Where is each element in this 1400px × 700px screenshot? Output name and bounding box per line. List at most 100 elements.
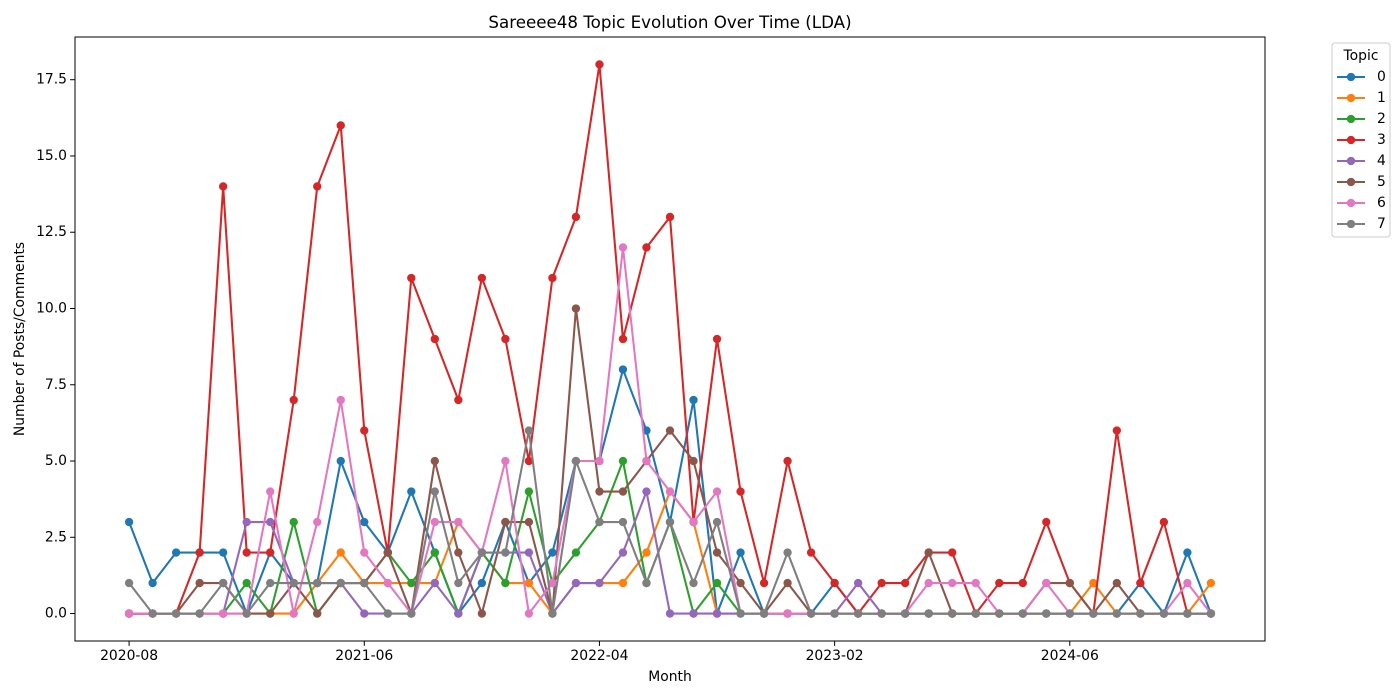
data-point-topic-3 <box>336 121 345 130</box>
series-topic-7 <box>124 426 1216 618</box>
data-point-topic-7 <box>454 578 463 588</box>
data-point-topic-7 <box>1065 609 1074 618</box>
data-point-topic-5 <box>924 548 933 557</box>
legend-entries: 0 1 2 3 4 5 6 7 <box>1337 69 1386 232</box>
data-point-topic-7 <box>948 609 957 618</box>
data-point-topic-3 <box>266 548 275 557</box>
data-point-topic-6 <box>783 609 792 618</box>
data-point-topic-3 <box>712 334 722 344</box>
data-point-topic-7 <box>1206 609 1216 618</box>
data-point-topic-3 <box>313 182 322 191</box>
legend-label: 4 <box>1377 153 1386 169</box>
legend-marker-swatch <box>1346 177 1356 187</box>
data-point-topic-2 <box>430 548 439 557</box>
data-point-topic-3 <box>665 212 675 222</box>
data-point-topic-4 <box>571 578 581 588</box>
legend-item-topic-4: 4 <box>1337 153 1386 169</box>
data-point-topic-6 <box>124 609 134 618</box>
data-point-topic-7 <box>383 609 392 618</box>
data-point-topic-7 <box>1112 609 1122 618</box>
data-point-topic-7 <box>924 609 933 618</box>
data-point-topic-3 <box>477 273 487 283</box>
data-point-topic-7 <box>995 609 1004 618</box>
data-point-topic-3 <box>806 548 816 557</box>
data-point-topic-5 <box>665 426 675 435</box>
data-point-topic-4 <box>430 578 439 588</box>
data-point-topic-6 <box>524 609 534 618</box>
data-point-topic-6 <box>948 578 957 588</box>
data-point-topic-7 <box>665 517 675 527</box>
data-point-topic-3 <box>901 578 910 588</box>
data-point-topic-6 <box>430 517 439 527</box>
chart-title: Sareeee48 Topic Evolution Over Time (LDA… <box>488 12 851 32</box>
data-point-topic-3 <box>1042 517 1051 527</box>
data-point-topic-7 <box>501 548 510 557</box>
data-point-topic-6 <box>548 578 557 588</box>
data-point-topic-3 <box>1159 517 1169 527</box>
data-point-topic-7 <box>1018 609 1027 618</box>
data-point-topic-4 <box>665 609 675 618</box>
data-point-topic-0 <box>336 456 345 466</box>
data-point-topic-2 <box>407 578 416 588</box>
data-point-topic-3 <box>454 395 463 405</box>
data-point-topic-6 <box>501 456 510 466</box>
data-point-topic-3 <box>736 487 745 496</box>
data-point-topic-7 <box>171 609 181 618</box>
y-axis-label: Number of Posts/Comments <box>12 242 28 436</box>
data-point-topic-7 <box>971 609 980 618</box>
data-point-topic-5 <box>383 548 392 557</box>
y-tick-label: 10.0 <box>36 300 67 316</box>
data-point-topic-7 <box>759 609 769 618</box>
data-point-topic-4 <box>618 548 628 557</box>
data-point-topic-7 <box>1042 609 1051 618</box>
data-point-topic-7 <box>1089 609 1098 618</box>
data-point-topic-7 <box>407 609 416 618</box>
data-point-topic-7 <box>289 578 298 588</box>
data-point-topic-3 <box>995 578 1004 588</box>
data-point-topic-5 <box>1065 578 1074 588</box>
x-axis-label: Month <box>648 669 692 685</box>
data-point-topic-7 <box>266 578 275 588</box>
legend: Topic 0 1 2 3 4 5 6 7 <box>1331 42 1391 238</box>
data-point-topic-3 <box>877 578 886 588</box>
data-point-topic-0 <box>618 365 628 374</box>
legend-item-topic-6: 6 <box>1337 195 1386 211</box>
legend-label: 3 <box>1377 132 1386 148</box>
y-tick-label: 12.5 <box>36 224 67 240</box>
y-tick-label: 15.0 <box>36 148 67 164</box>
data-point-topic-5 <box>477 609 487 618</box>
data-point-topic-4 <box>642 487 651 496</box>
x-tick-label: 2021-06 <box>335 648 393 664</box>
legend-label: 5 <box>1377 174 1386 190</box>
data-point-topic-7 <box>524 426 534 435</box>
data-point-topic-3 <box>430 334 439 344</box>
data-point-topic-6 <box>642 456 651 466</box>
data-point-topic-7 <box>360 578 369 588</box>
data-point-topic-1 <box>1206 578 1216 588</box>
data-point-topic-4 <box>266 517 275 527</box>
data-point-topic-0 <box>1183 548 1192 557</box>
data-point-topic-6 <box>1183 578 1192 588</box>
data-point-topic-7 <box>1183 609 1192 618</box>
y-tick-label: 17.5 <box>36 72 67 88</box>
data-point-topic-2 <box>242 578 251 588</box>
data-point-topic-3 <box>571 212 581 222</box>
data-point-topic-7 <box>313 578 322 588</box>
data-point-topic-6 <box>712 487 722 496</box>
data-point-topic-7 <box>806 609 816 618</box>
data-point-topic-0 <box>689 395 698 405</box>
legend-label: 0 <box>1377 69 1386 85</box>
data-point-topic-6 <box>218 609 228 618</box>
data-point-topic-2 <box>289 517 298 527</box>
data-point-topic-0 <box>171 548 181 557</box>
data-point-topic-4 <box>454 609 463 618</box>
data-point-topic-0 <box>477 578 487 588</box>
legend-marker-swatch <box>1346 156 1356 166</box>
data-point-topic-5 <box>454 548 463 557</box>
data-point-topic-4 <box>595 578 604 588</box>
data-point-topic-7 <box>1159 609 1169 618</box>
data-point-topic-3 <box>783 456 792 466</box>
data-point-topic-7 <box>242 609 251 618</box>
data-point-topic-3 <box>1018 578 1027 588</box>
